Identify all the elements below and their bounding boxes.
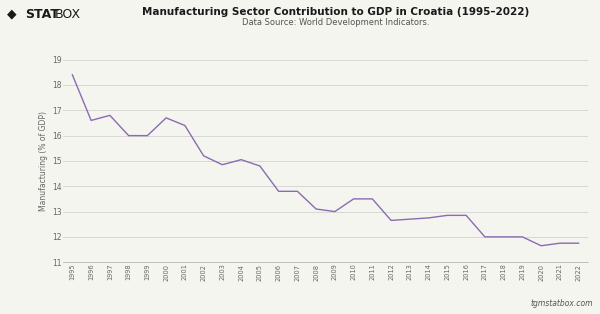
Text: ◆: ◆ (7, 8, 17, 21)
Text: Data Source: World Development Indicators.: Data Source: World Development Indicator… (242, 18, 430, 27)
Text: BOX: BOX (55, 8, 82, 21)
Text: Manufacturing Sector Contribution to GDP in Croatia (1995–2022): Manufacturing Sector Contribution to GDP… (142, 7, 530, 17)
Text: STAT: STAT (25, 8, 59, 21)
Y-axis label: Manufacturing (% of GDP): Manufacturing (% of GDP) (39, 111, 48, 211)
Text: tgmstatbox.com: tgmstatbox.com (530, 299, 593, 308)
